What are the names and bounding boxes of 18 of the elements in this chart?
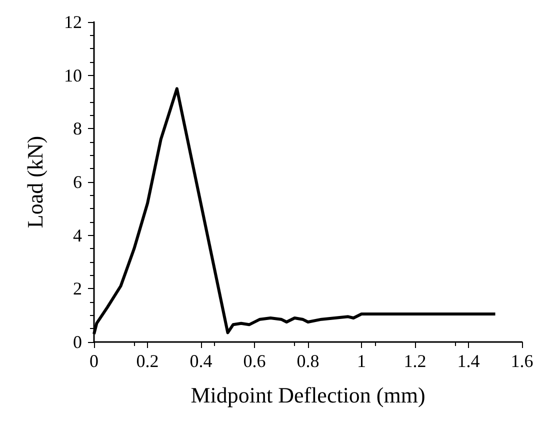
x-tick-label: 1.4 bbox=[457, 351, 480, 371]
x-axis-title: Midpoint Deflection (mm) bbox=[190, 382, 426, 408]
y-tick-label: 12 bbox=[64, 12, 82, 32]
y-tick-label: 0 bbox=[73, 332, 82, 352]
x-tick-label: 0.6 bbox=[243, 351, 266, 371]
y-tick-label: 2 bbox=[73, 278, 82, 299]
y-tick-label: 8 bbox=[73, 118, 82, 139]
y-tick-label: 6 bbox=[73, 172, 82, 192]
x-tick-label: 0 bbox=[90, 351, 98, 371]
y-axis-title: Load (kN) bbox=[22, 136, 48, 228]
y-tick-label: 4 bbox=[73, 225, 82, 246]
x-tick-label: 0.4 bbox=[190, 351, 212, 371]
x-tick-label: 0.8 bbox=[296, 351, 320, 371]
x-tick-label: 1.6 bbox=[510, 351, 534, 371]
y-tick-label: 10 bbox=[64, 65, 82, 86]
x-tick-label: 0.2 bbox=[136, 351, 159, 371]
x-tick-label: 1.2 bbox=[404, 351, 426, 371]
x-tick-label: 1 bbox=[357, 351, 366, 371]
